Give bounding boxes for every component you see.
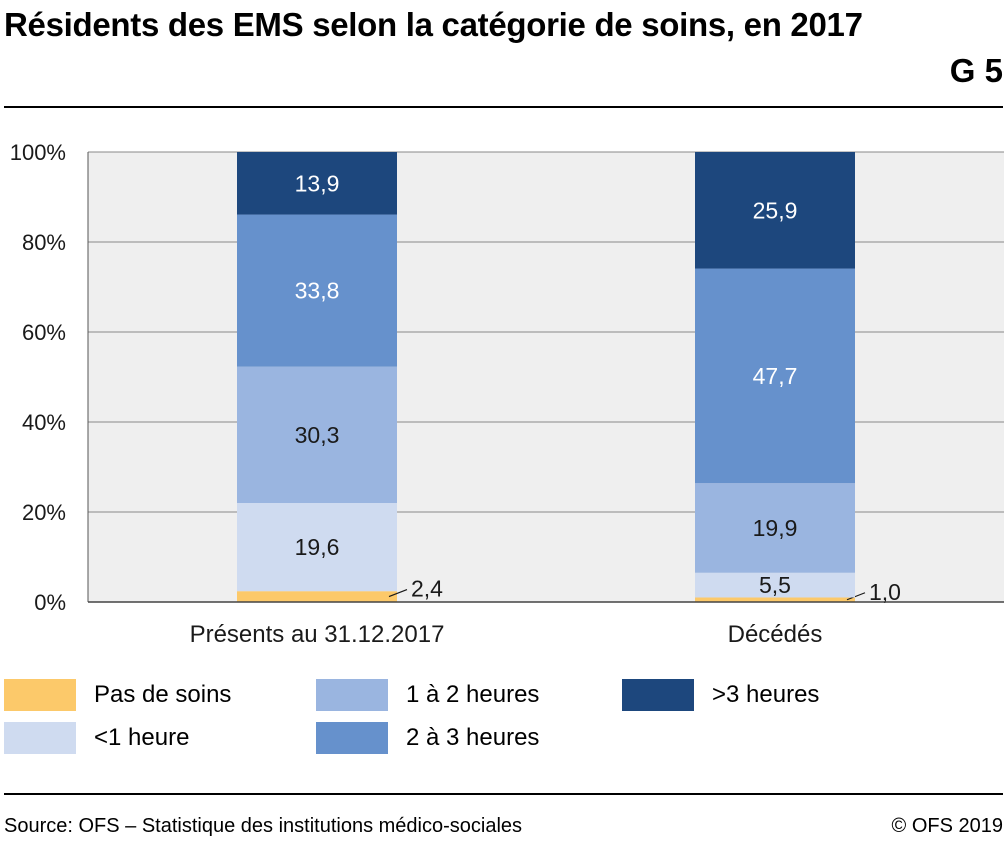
data-label: 2,4 <box>411 576 443 602</box>
legend-swatch <box>4 722 76 754</box>
legend-swatch <box>316 679 388 711</box>
y-tick-label: 20% <box>22 500 66 525</box>
data-label: 30,3 <box>295 422 340 448</box>
legend-swatch <box>622 679 694 711</box>
bar-segment <box>695 572 855 598</box>
bar-segment <box>695 152 855 269</box>
copyright-note: © OFS 2019 <box>891 815 1003 837</box>
y-tick-label: 0% <box>34 590 66 615</box>
data-label: 25,9 <box>753 197 798 223</box>
y-tick-label: 80% <box>22 230 66 255</box>
legend-label: >3 heures <box>712 681 820 708</box>
data-label: 5,5 <box>759 572 791 598</box>
data-label: 1,0 <box>869 579 901 605</box>
bar-segment <box>237 152 397 215</box>
legend-swatch <box>316 722 388 754</box>
source-note: Source: OFS – Statistique des institutio… <box>4 815 523 837</box>
legend-label: <1 heure <box>94 724 190 751</box>
label-leader-line <box>846 592 866 601</box>
footer-divider <box>4 793 1003 795</box>
bar-segment <box>237 366 397 503</box>
data-label: 19,6 <box>295 534 340 560</box>
chart-title: Résidents des EMS selon la catégorie de … <box>4 6 863 43</box>
legend-label: 2 à 3 heures <box>406 724 540 751</box>
stacked-bar-chart: 0% 20% 40% 60% 80% 100% 2,4 19,6 30,3 33,8 13,9 Pré… <box>10 140 1004 648</box>
data-label: 19,9 <box>753 515 798 541</box>
legend-label: 1 à 2 heures <box>406 681 540 708</box>
bar-segment <box>237 214 397 367</box>
y-tick-label: 40% <box>22 410 66 435</box>
bar-segment <box>695 597 855 602</box>
legend-swatch <box>4 679 76 711</box>
title-divider <box>4 106 1003 108</box>
plot-area <box>88 152 1004 602</box>
legend-item: 2 à 3 heures <box>316 722 539 754</box>
y-tick-label: 60% <box>22 320 66 345</box>
bar-segment <box>237 503 397 592</box>
graph-number: G 5 <box>949 52 1003 89</box>
y-tick-label: 100% <box>10 140 66 165</box>
legend-item: 1 à 2 heures <box>316 679 539 711</box>
x-category-label: Décédés <box>728 621 823 648</box>
x-category-label: Présents au 31.12.2017 <box>190 621 445 648</box>
legend-label: Pas de soins <box>94 681 232 708</box>
legend-item: Pas de soins <box>4 679 231 711</box>
legend-item: <1 heure <box>4 722 189 754</box>
data-label: 33,8 <box>295 278 340 304</box>
legend-item: >3 heures <box>622 679 819 711</box>
label-leader-line <box>388 589 408 598</box>
bar-segment <box>237 591 397 602</box>
bar-segment <box>695 483 855 573</box>
bar-segment <box>695 268 855 484</box>
data-label: 13,9 <box>295 170 340 196</box>
data-label: 47,7 <box>753 363 798 389</box>
